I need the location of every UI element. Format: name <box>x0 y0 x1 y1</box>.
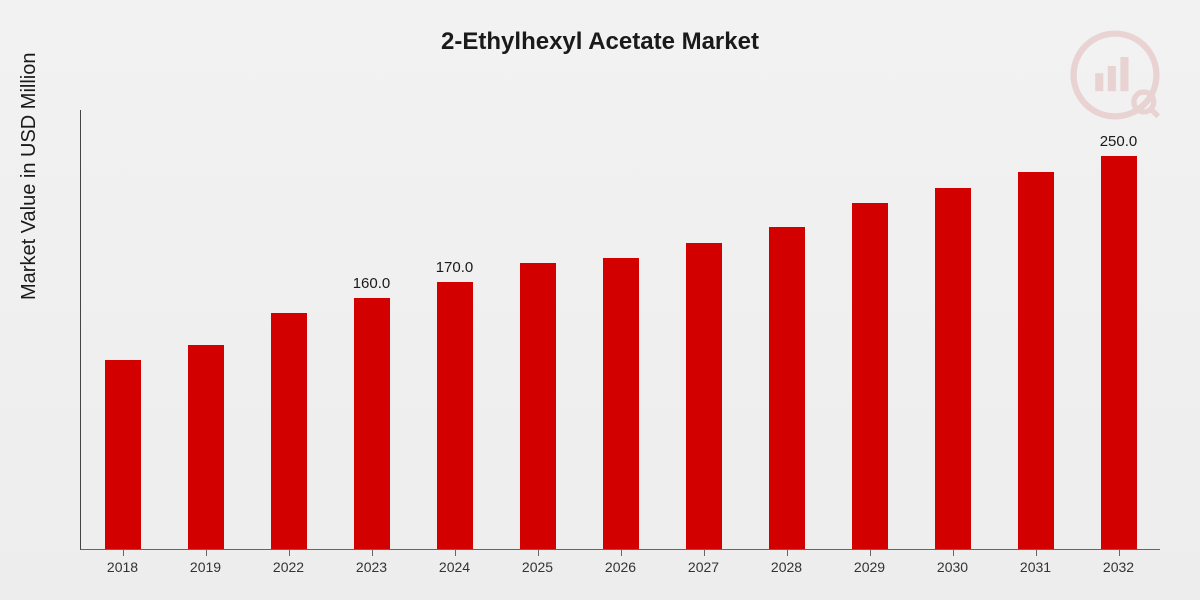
bar <box>745 227 828 549</box>
bar-rect <box>852 203 888 549</box>
x-tick-mark <box>1119 550 1120 556</box>
x-tick-label: 2026 <box>579 559 662 575</box>
x-tick-label: 2025 <box>496 559 579 575</box>
x-tick-mark <box>953 550 954 556</box>
bar <box>911 188 994 549</box>
x-tick-label: 2031 <box>994 559 1077 575</box>
bar <box>828 203 911 549</box>
x-tick-mark <box>123 550 124 556</box>
x-tick-mark <box>704 550 705 556</box>
bar <box>579 258 662 549</box>
bar-rect <box>1018 172 1054 549</box>
bar <box>247 313 330 549</box>
x-tick-mark <box>538 550 539 556</box>
x-tick-mark <box>870 550 871 556</box>
chart-title: 2-Ethylhexyl Acetate Market <box>0 28 1200 56</box>
bar-rect <box>686 243 722 549</box>
x-tick-mark <box>206 550 207 556</box>
bar <box>81 360 164 549</box>
x-tick-label: 2032 <box>1077 559 1160 575</box>
bar <box>994 172 1077 549</box>
bar-rect <box>354 298 390 549</box>
bar-rect <box>769 227 805 549</box>
x-tick-mark <box>1036 550 1037 556</box>
bar-rect <box>188 345 224 549</box>
bar <box>164 345 247 549</box>
bar-rect <box>603 258 639 549</box>
x-tick-label: 2030 <box>911 559 994 575</box>
x-tick-label: 2028 <box>745 559 828 575</box>
x-tick-mark <box>455 550 456 556</box>
x-tick-label: 2027 <box>662 559 745 575</box>
x-tick-label: 2024 <box>413 559 496 575</box>
x-tick-label: 2029 <box>828 559 911 575</box>
x-tick-label: 2023 <box>330 559 413 575</box>
bar-rect <box>1101 156 1137 549</box>
bar-value-label: 160.0 <box>330 275 413 292</box>
bar: 250.0 <box>1077 156 1160 549</box>
x-tick-mark <box>787 550 788 556</box>
bar-rect <box>520 263 556 549</box>
x-tick-label: 2022 <box>247 559 330 575</box>
x-tick-label: 2018 <box>81 559 164 575</box>
x-tick-mark <box>621 550 622 556</box>
chart-plot-area: 201820192022160.02023170.020242025202620… <box>80 110 1160 550</box>
bar: 160.0 <box>330 298 413 549</box>
bar-rect <box>437 282 473 549</box>
bar-rect <box>105 360 141 549</box>
bar-rect <box>271 313 307 549</box>
x-tick-mark <box>289 550 290 556</box>
bar-value-label: 170.0 <box>413 259 496 276</box>
x-tick-label: 2019 <box>164 559 247 575</box>
bar-rect <box>935 188 971 549</box>
bar <box>496 263 579 549</box>
bar-value-label: 250.0 <box>1077 133 1160 150</box>
bar <box>662 243 745 549</box>
bar: 170.0 <box>413 282 496 549</box>
x-tick-mark <box>372 550 373 556</box>
y-axis-label: Market Value in USD Million <box>18 53 41 301</box>
